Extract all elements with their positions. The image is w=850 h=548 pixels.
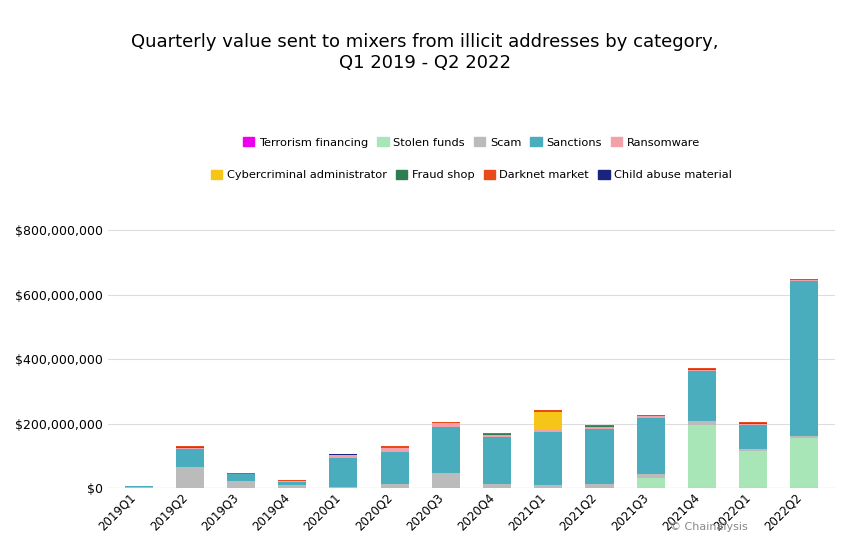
Bar [227,481,255,488]
Bar [483,484,511,488]
Bar [790,279,819,280]
Bar [381,452,409,484]
Bar [637,416,665,418]
Bar [688,425,716,488]
Bar [637,475,665,478]
Bar [329,458,358,487]
Bar [739,451,768,488]
Bar [586,484,614,488]
Bar [739,425,768,449]
Bar [278,482,306,486]
Bar [534,410,563,412]
Bar [483,437,511,484]
Bar [586,427,614,429]
Bar [381,484,409,488]
Bar [688,372,716,421]
Bar [381,448,409,452]
Bar [329,454,358,455]
Bar [432,427,460,473]
Text: Quarterly value sent to mixers from illicit addresses by category,
Q1 2019 - Q2 : Quarterly value sent to mixers from illi… [131,33,719,72]
Bar [586,425,614,426]
Bar [329,455,358,458]
Bar [790,436,819,438]
Bar [381,447,409,448]
Bar [432,473,460,488]
Bar [739,424,768,425]
Bar [227,474,255,475]
Bar [790,280,819,281]
Bar [534,430,563,432]
Bar [790,438,819,488]
Bar [176,446,204,447]
Bar [739,449,768,451]
Legend: Cybercriminal administrator, Fraud shop, Darknet market, Child abuse material: Cybercriminal administrator, Fraud shop,… [207,165,737,185]
Bar [278,481,306,482]
Bar [534,412,563,430]
Bar [278,486,306,488]
Bar [483,433,511,435]
Bar [176,448,204,449]
Bar [329,487,358,488]
Bar [124,486,153,488]
Bar [227,475,255,481]
Bar [790,281,819,436]
Bar [739,422,768,424]
Bar [534,486,563,488]
Bar [176,449,204,467]
Bar [483,435,511,437]
Bar [432,424,460,427]
Bar [688,370,716,372]
Bar [176,467,204,488]
Bar [637,415,665,416]
Bar [688,421,716,425]
Bar [637,418,665,475]
Bar [586,429,614,484]
Text: © Chainalysis: © Chainalysis [671,522,748,532]
Bar [534,432,563,486]
Bar [637,478,665,488]
Bar [688,368,716,369]
